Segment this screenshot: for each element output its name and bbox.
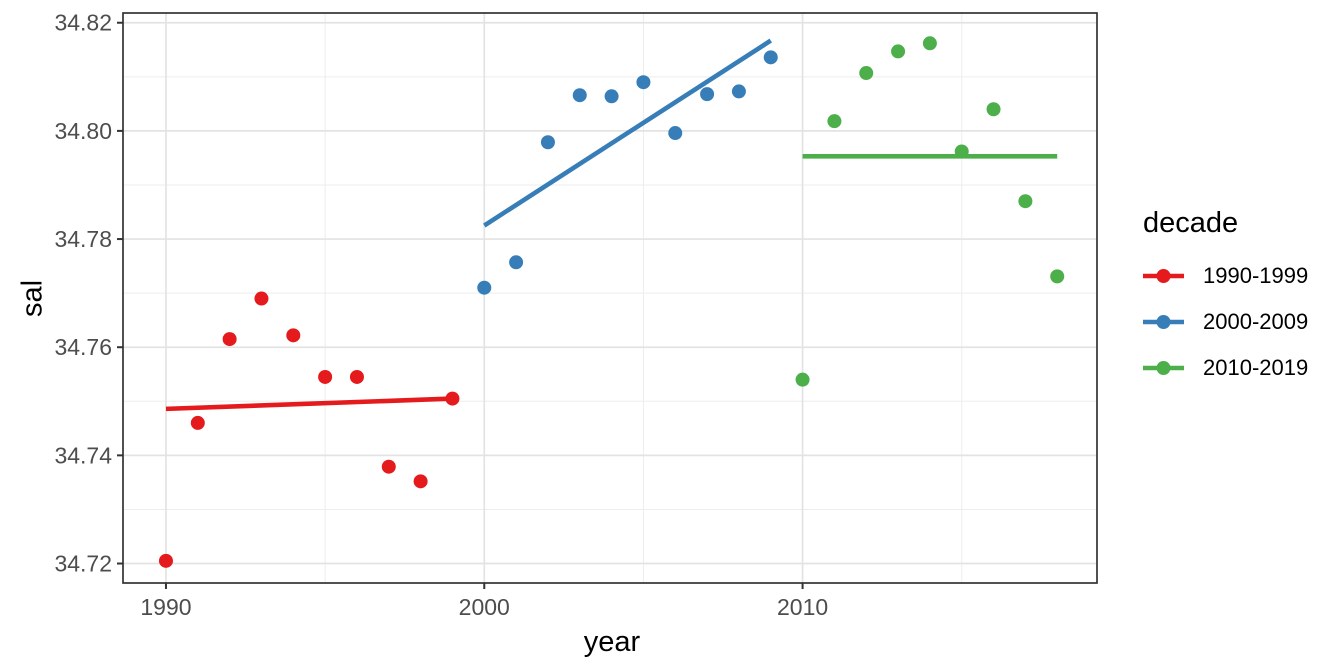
data-point bbox=[158, 553, 173, 568]
legend-title: decade bbox=[1143, 207, 1239, 239]
data-point bbox=[827, 114, 842, 129]
data-point bbox=[1050, 269, 1065, 284]
panel-border bbox=[122, 12, 1098, 584]
y-tick-label: 34.78 bbox=[54, 226, 112, 252]
legend: decade 1990-1999 2000-2009 bbox=[1143, 206, 1343, 391]
y-tick-label: 34.74 bbox=[54, 442, 112, 468]
data-point bbox=[731, 84, 746, 99]
data-point bbox=[700, 87, 715, 102]
legend-label: 2010-2019 bbox=[1203, 355, 1309, 380]
data-point bbox=[222, 332, 237, 347]
panel-background bbox=[123, 13, 1097, 583]
data-point bbox=[349, 369, 364, 384]
data-point bbox=[286, 328, 301, 343]
legend-label: 2000-2009 bbox=[1203, 309, 1309, 334]
data-point bbox=[190, 415, 205, 430]
x-tick-label: 1990 bbox=[140, 594, 191, 620]
y-axis-title: sal bbox=[16, 279, 49, 318]
legend-entries: 1990-1999 2000-2009 2010-2019 bbox=[1143, 253, 1343, 391]
y-tick-label: 34.72 bbox=[54, 551, 112, 577]
data-point bbox=[763, 50, 778, 65]
data-point bbox=[413, 474, 428, 489]
data-point bbox=[891, 44, 906, 59]
trend-line bbox=[165, 396, 453, 412]
data-point bbox=[318, 369, 333, 384]
y-tick-label: 34.82 bbox=[54, 10, 112, 36]
legend-entry-1990-1999[interactable]: 1990-1999 bbox=[1143, 253, 1343, 299]
legend-label: 1990-1999 bbox=[1203, 263, 1309, 288]
data-point bbox=[254, 291, 269, 306]
data-point bbox=[572, 88, 587, 103]
data-point bbox=[922, 36, 937, 51]
legend-entry-2010-2019[interactable]: 2010-2019 bbox=[1143, 345, 1343, 391]
data-point bbox=[986, 102, 1001, 117]
x-tick-label: 2010 bbox=[777, 594, 828, 620]
trend-line bbox=[483, 38, 772, 228]
legend-key-line-dot-icon bbox=[1143, 361, 1184, 375]
data-point bbox=[668, 126, 683, 141]
legend-entry-2000-2009[interactable]: 2000-2009 bbox=[1143, 299, 1343, 345]
y-tick-label: 34.80 bbox=[54, 118, 112, 144]
x-axis-title: year bbox=[583, 626, 641, 658]
data-point bbox=[604, 89, 619, 104]
legend-key-line-dot-icon bbox=[1143, 315, 1184, 329]
data-point bbox=[636, 75, 651, 90]
y-tick-label: 34.76 bbox=[54, 334, 112, 360]
x-tick-label: 2000 bbox=[459, 594, 510, 620]
data-point bbox=[859, 66, 874, 81]
data-point bbox=[795, 372, 810, 387]
legend-key-line-dot-icon bbox=[1143, 269, 1184, 283]
data-point bbox=[381, 459, 396, 474]
data-point bbox=[540, 135, 555, 150]
data-point bbox=[477, 280, 492, 295]
data-point bbox=[1018, 194, 1033, 209]
data-point bbox=[509, 255, 524, 270]
